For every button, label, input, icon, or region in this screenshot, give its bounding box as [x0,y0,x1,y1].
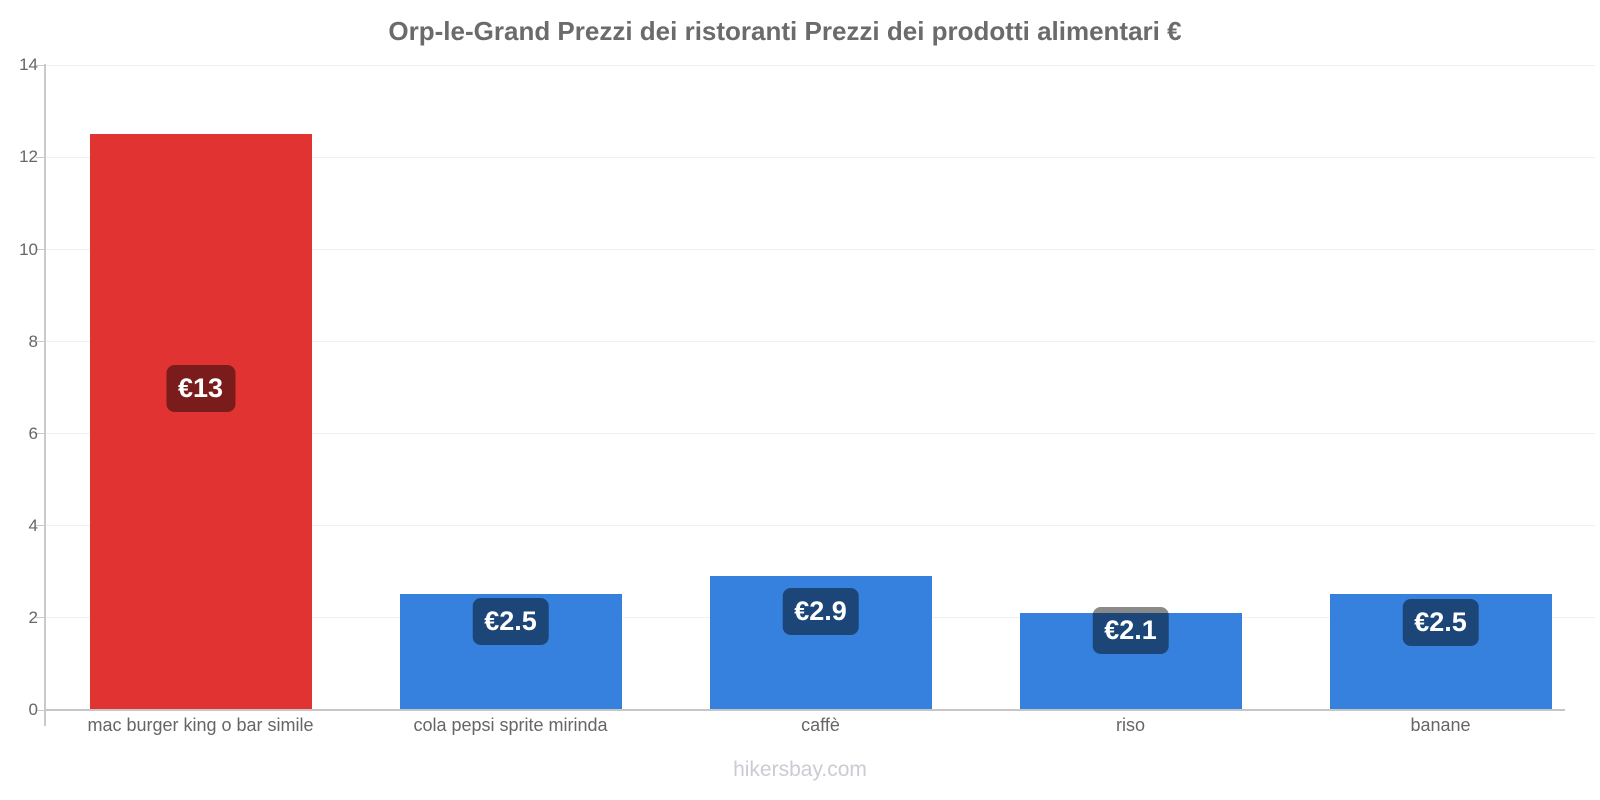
value-label-badge: €2.5 [1402,599,1479,647]
y-axis-label: 0 [28,700,38,719]
value-label-badge: €13 [165,364,236,412]
y-gridline [46,64,1595,66]
bar-caffè [709,575,932,710]
y-axis-tick [36,341,45,343]
y-axis-label: 12 [19,147,38,167]
y-axis-tick [36,525,45,527]
bar-mac-burger-king-o-bar-simile [89,133,312,710]
y-axis-label: 8 [28,331,38,351]
x-axis-line [44,709,1565,711]
bar-banane [1329,594,1552,710]
value-label-badge: €2.5 [472,598,549,646]
y-axis-label: 10 [19,239,38,259]
y-gridline [46,525,1595,527]
y-gridline [46,341,1595,343]
y-axis-label: 6 [28,423,38,443]
y-axis-tick [36,64,45,66]
x-axis-label: banane [1410,715,1471,735]
y-gridline [46,156,1595,158]
bar-cola-pepsi-sprite-mirinda [399,594,622,710]
x-axis-label: cola pepsi sprite mirinda [413,715,608,735]
y-axis-label: 4 [28,515,38,535]
y-gridline [46,433,1595,435]
y-axis-line [44,64,46,726]
chart-title: Orp-le-Grand Prezzi dei ristoranti Prezz… [388,16,1182,46]
x-axis-label: riso [1115,715,1145,735]
y-axis-label: 2 [28,607,38,627]
bar-riso [1019,612,1242,710]
y-axis-tick [36,249,45,251]
y-axis-tick [36,709,45,711]
value-label-badge: €2.9 [782,587,859,635]
x-axis-label: mac burger king o bar simile [87,715,314,735]
footer-watermark: hikersbay.com [733,758,867,781]
value-label-badge: €2.1 [1092,606,1169,654]
y-gridline [46,249,1595,251]
x-axis-label: caffè [801,715,840,735]
y-axis-tick [36,156,45,158]
y-axis-tick [36,617,45,619]
y-axis-label: 14 [19,55,38,75]
y-axis-tick [36,433,45,435]
